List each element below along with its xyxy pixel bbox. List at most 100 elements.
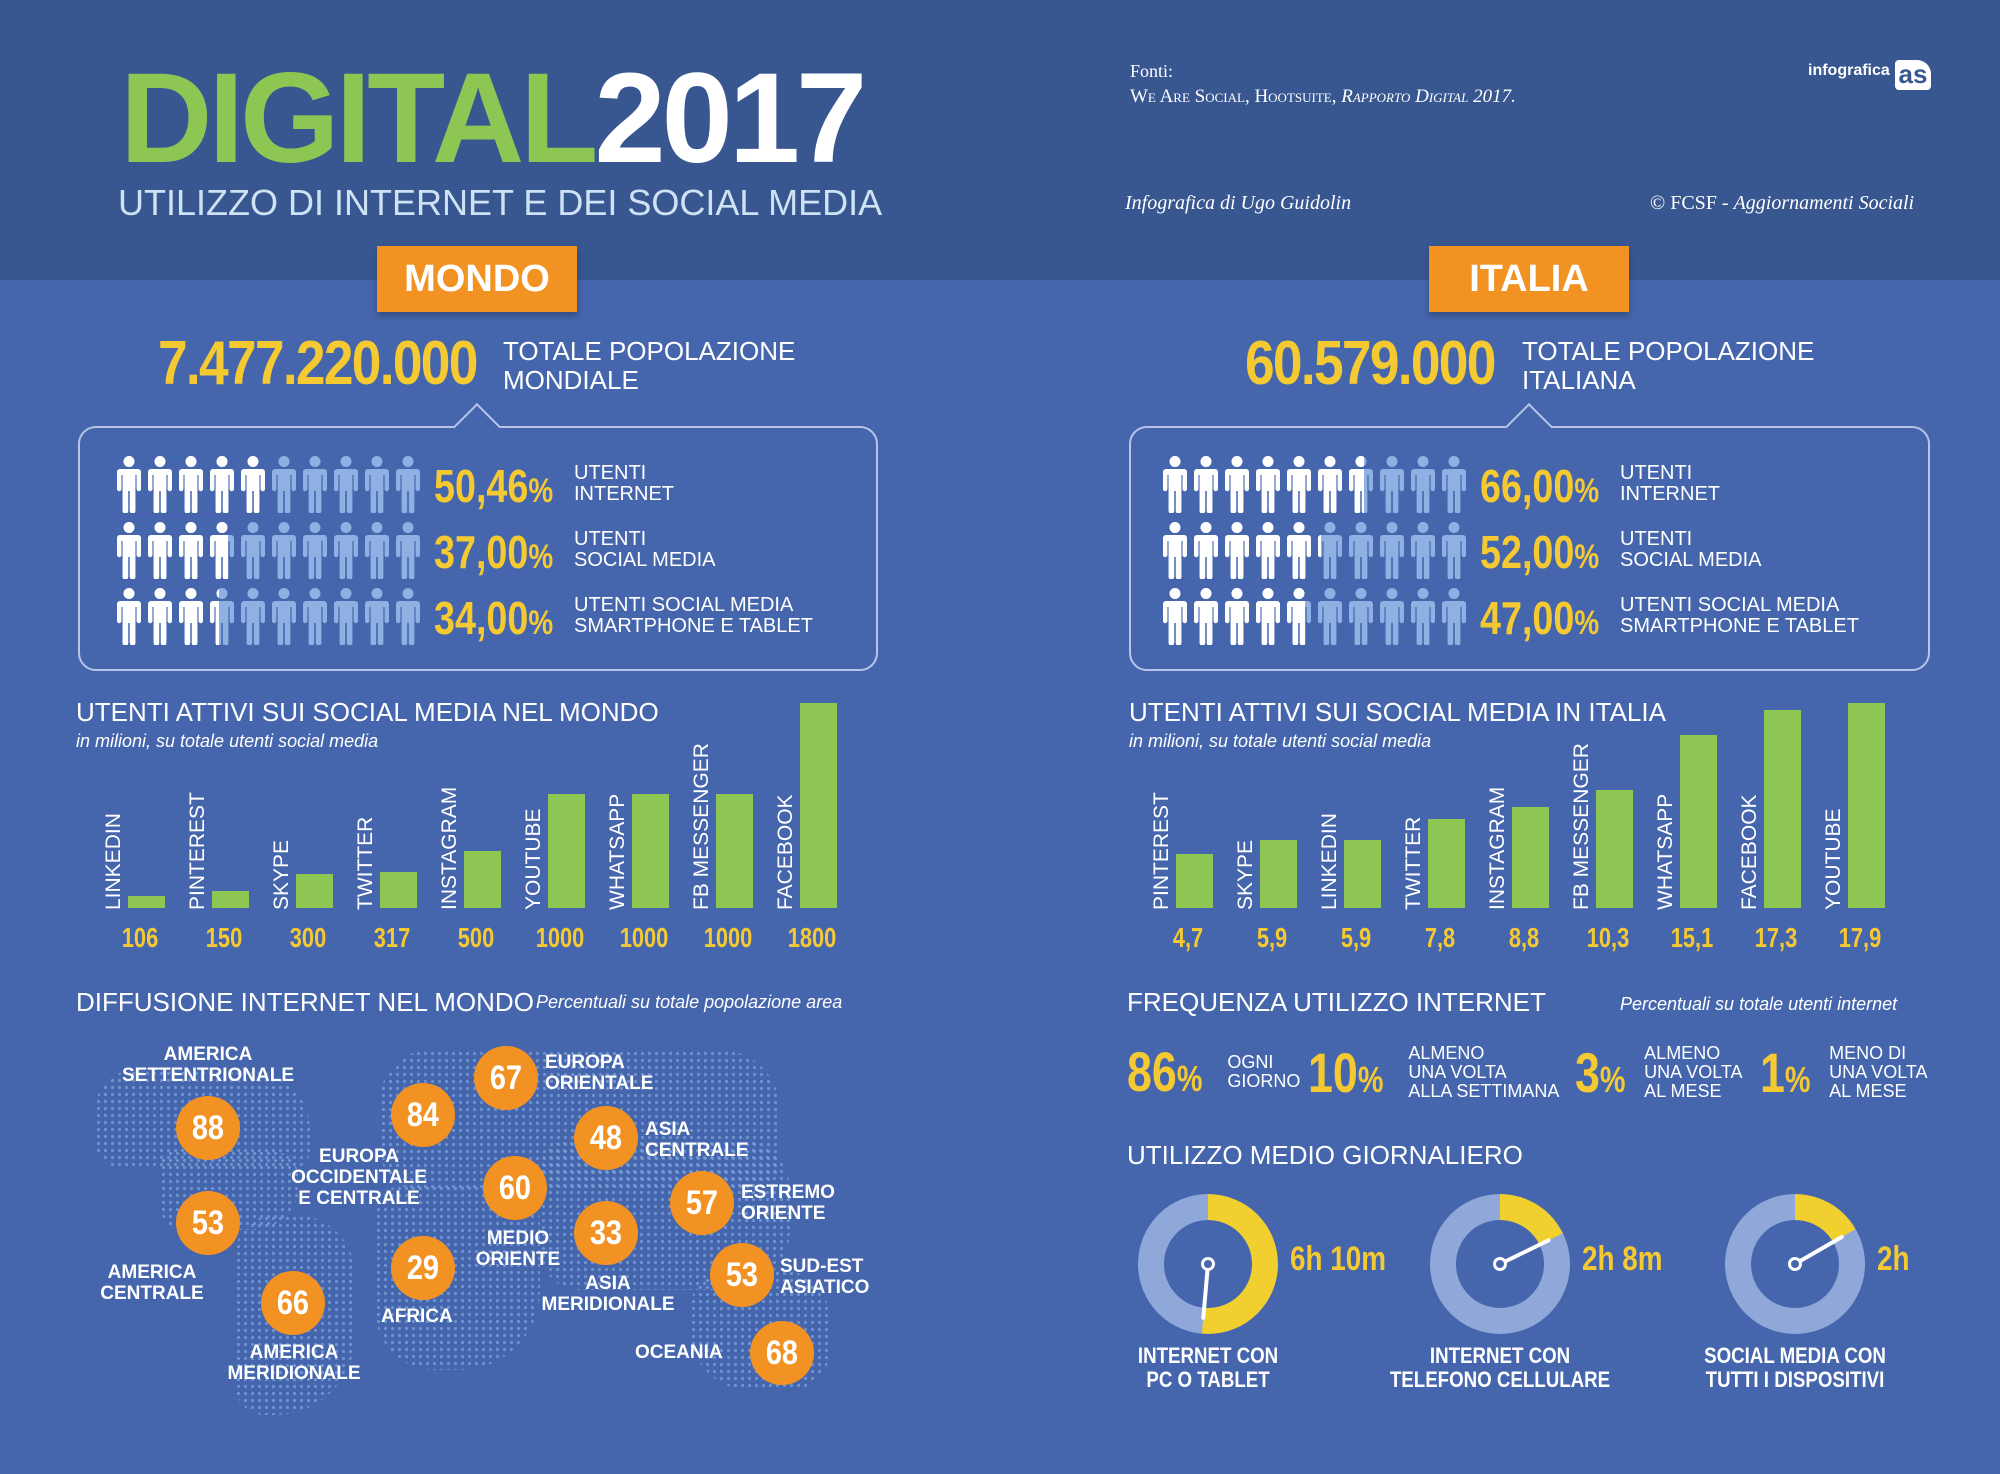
region-value: 57	[685, 1184, 719, 1222]
world-people-row	[114, 521, 423, 580]
italy-bar-value: 17,9	[1838, 922, 1882, 953]
person-icon	[176, 521, 206, 580]
italy-bar-fb-messenger	[1596, 790, 1633, 908]
clock-pivot-icon	[1201, 1257, 1215, 1271]
region-label: AMERICA SETTENTRIONALE	[108, 1044, 308, 1086]
region-value: 88	[191, 1109, 225, 1147]
person-icon	[1284, 455, 1314, 514]
italy-social-subtitle: in milioni, su totale utenti social medi…	[1129, 731, 1432, 751]
italy-bar-value: 15,1	[1670, 922, 1714, 953]
region-label: ASIA CENTRALE	[645, 1119, 775, 1161]
tab-mondo: MONDO	[377, 246, 577, 312]
person-icon	[1346, 587, 1376, 646]
frequency-label: ALMENO UNA VOLTA AL MESE	[1644, 1044, 1742, 1101]
frequency-pct-unit: %	[1599, 1058, 1626, 1100]
brand-title: DIGITAL2017	[120, 55, 867, 183]
person-icon	[145, 587, 175, 646]
italy-usage-pct-unit: %	[1574, 604, 1600, 642]
italy-bar-label: SKYPE	[1234, 839, 1257, 910]
frequency-pct-unit: %	[1176, 1058, 1203, 1099]
italy-bar-value: 7,8	[1424, 922, 1456, 953]
italy-usage-pct: 52,00%	[1480, 529, 1599, 575]
frequency-pct-value: 3	[1575, 1040, 1600, 1104]
brand-title-year: 2017	[594, 47, 867, 190]
person-icon	[1191, 521, 1221, 580]
frequency-item: 10% ALMENO UNA VOLTA ALLA SETTIMANA	[1308, 1044, 1559, 1101]
world-bar-label: WHATSAPP	[606, 793, 629, 910]
credit-copyright-italic: Aggiornamenti Sociali	[1733, 192, 1915, 214]
region-label-line: ORIENTE	[741, 1203, 826, 1224]
person-icon	[1160, 455, 1190, 514]
world-bar-twitter	[380, 871, 417, 908]
daily-usage-label: INTERNET CON TELEFONO CELLULARE	[1390, 1344, 1611, 1392]
person-icon	[114, 587, 144, 646]
world-population-label-2: MONDIALE	[503, 365, 639, 395]
world-diffusion-subtitle: Percentuali su totale popolazione area	[536, 992, 843, 1012]
italy-usage-pct-value: 66,00	[1480, 460, 1575, 512]
italy-population-label-1: TOTALE POPOLAZIONE	[1522, 336, 1815, 366]
world-bar-fb-messenger	[716, 794, 753, 908]
frequency-label-line: UNA VOLTA	[1829, 1062, 1928, 1082]
world-bar-value: 1000	[703, 922, 753, 953]
region-value: 33	[589, 1214, 623, 1252]
frequency-pct-unit: %	[1357, 1058, 1384, 1100]
person-icon	[145, 455, 175, 514]
person-icon	[1439, 521, 1469, 580]
italy-people-row	[1160, 521, 1469, 580]
italy-people-row	[1160, 587, 1469, 646]
region-label-line: AFRICA	[381, 1306, 453, 1327]
world-bar-label: INSTAGRAM	[438, 786, 461, 910]
region-value: 67	[489, 1059, 523, 1097]
italy-bar-label: WHATSAPP	[1654, 793, 1677, 910]
frequency-pct: 10%	[1308, 1044, 1384, 1101]
world-bar-value: 317	[373, 922, 411, 953]
sources-label: Fonti:	[1130, 61, 1174, 81]
world-bar-whatsapp	[632, 794, 669, 908]
world-bar-value: 1000	[619, 922, 669, 953]
italy-bar-twitter	[1428, 818, 1465, 908]
frequency-item: 3% ALMENO UNA VOLTA AL MESE	[1575, 1044, 1743, 1101]
italy-usage-label-2: INTERNET	[1620, 483, 1720, 505]
italy-population: 60.579.000	[1245, 329, 1496, 398]
region-value-badge: 57	[670, 1171, 734, 1235]
region-label-line: MEDIO	[486, 1228, 550, 1249]
daily-usage-label: INTERNET CON PC O TABLET	[1098, 1344, 1319, 1392]
italy-bar-youtube	[1848, 703, 1885, 908]
world-bar-instagram	[464, 851, 501, 908]
world-usage-pct-value: 37,00	[434, 526, 529, 578]
clock-pivot-icon	[1788, 1257, 1802, 1271]
region-value: 68	[765, 1334, 799, 1372]
region-value-badge: 29	[391, 1236, 455, 1300]
italy-bar-value: 8,8	[1508, 922, 1540, 953]
credit-author: Infografica di Ugo Guidolin	[1125, 192, 1352, 214]
italy-bar-label: YOUTUBE	[1822, 808, 1845, 910]
brand-title-green: DIGITAL	[120, 47, 598, 190]
world-usage-label: UTENTI SOCIAL MEDIA	[574, 529, 716, 571]
person-icon	[362, 587, 392, 646]
world-usage-pct-value: 50,46	[434, 460, 529, 512]
world-usage-pct: 34,00%	[434, 595, 553, 641]
italy-usage-pct-value: 47,00	[1480, 592, 1575, 644]
person-icon	[1439, 455, 1469, 514]
italy-usage-label: UTENTI SOCIAL MEDIA	[1620, 529, 1762, 571]
person-icon	[331, 587, 361, 646]
person-icon	[145, 521, 175, 580]
frequency-label-line: AL MESE	[1644, 1081, 1722, 1101]
frequency-label-line: GIORNO	[1227, 1071, 1301, 1091]
region-value-badge: 53	[176, 1191, 240, 1255]
region-value: 60	[498, 1169, 532, 1207]
world-bar-value: 300	[289, 922, 327, 953]
frequency-label-line: UNA VOLTA	[1408, 1062, 1507, 1082]
frequency-label: ALMENO UNA VOLTA ALLA SETTIMANA	[1408, 1044, 1559, 1101]
world-bar-value: 150	[205, 922, 243, 953]
frequency-label-line: UNA VOLTA	[1644, 1062, 1743, 1082]
daily-usage-dial	[1725, 1194, 1865, 1334]
italy-bar-value: 5,9	[1340, 922, 1372, 953]
person-icon	[300, 455, 330, 514]
italy-bar-label: INSTAGRAM	[1486, 786, 1509, 910]
world-bar-value: 106	[121, 922, 159, 953]
world-usage-label-2: INTERNET	[574, 483, 674, 505]
frequency-pct-unit: %	[1784, 1058, 1811, 1100]
person-icon	[300, 587, 330, 646]
world-bar-value: 1000	[535, 922, 585, 953]
